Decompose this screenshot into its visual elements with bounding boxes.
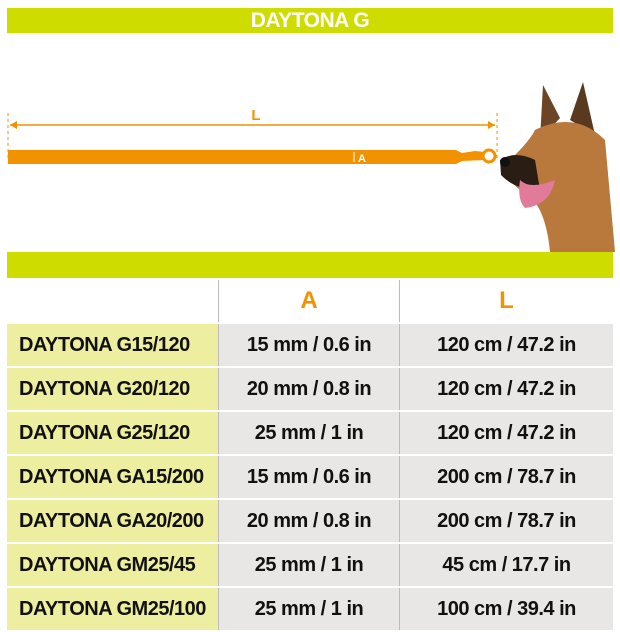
model-name: DAYTONA G25/120 (7, 412, 218, 454)
length-value: 200 cm / 78.7 in (399, 456, 613, 498)
table-row: DAYTONA GA20/200 20 mm / 0.8 in 200 cm / 7… (7, 500, 613, 542)
specs-table: A L DAYTONA G15/120 15 mm / 0.6 in 120 cm … (7, 278, 613, 632)
width-value: 20 mm / 0.8 in (218, 500, 399, 542)
model-name: DAYTONA GM25/100 (7, 588, 218, 630)
table-header-row: A L (7, 280, 613, 322)
width-label: A (358, 153, 366, 165)
table-row: DAYTONA GM25/45 25 mm / 1 in 45 cm / 17.7 … (7, 544, 613, 586)
width-value: 20 mm / 0.8 in (218, 368, 399, 410)
table-row: DAYTONA G20/120 20 mm / 0.8 in 120 cm / 47… (7, 368, 613, 410)
table-row: DAYTONA GA15/200 15 mm / 0.6 in 200 cm / 7… (7, 456, 613, 498)
leash-diagram: L A (7, 107, 498, 165)
leash-strap (8, 150, 456, 164)
product-title: DAYTONA G (250, 9, 370, 32)
width-value: 15 mm / 0.6 in (218, 324, 399, 366)
model-name: DAYTONA GA20/200 (7, 500, 218, 542)
width-value: 25 mm / 1 in (218, 544, 399, 586)
length-value: 120 cm / 47.2 in (399, 412, 613, 454)
title-banner: DAYTONA G (7, 8, 613, 33)
table-row: DAYTONA G25/120 25 mm / 1 in 120 cm / 47.2… (7, 412, 613, 454)
length-value: 120 cm / 47.2 in (399, 324, 613, 366)
length-value: 120 cm / 47.2 in (399, 368, 613, 410)
leash-clip (456, 150, 485, 164)
table-row: DAYTONA G15/120 15 mm / 0.6 in 120 cm / 47… (7, 324, 613, 366)
width-value: 25 mm / 1 in (218, 412, 399, 454)
header-name (7, 280, 218, 322)
width-value: 25 mm / 1 in (218, 588, 399, 630)
header-a: A (218, 280, 399, 322)
header-l: L (399, 280, 613, 322)
dog-photo (500, 82, 615, 252)
width-value: 15 mm / 0.6 in (218, 456, 399, 498)
length-value: 200 cm / 78.7 in (399, 500, 613, 542)
model-name: DAYTONA G20/120 (7, 368, 218, 410)
length-label: L (251, 107, 260, 124)
length-value: 45 cm / 17.7 in (399, 544, 613, 586)
leash-ring (481, 148, 497, 164)
table-row: DAYTONA GM25/100 25 mm / 1 in 100 cm / 39.… (7, 588, 613, 630)
model-name: DAYTONA GA15/200 (7, 456, 218, 498)
model-name: DAYTONA G15/120 (7, 324, 218, 366)
length-value: 100 cm / 39.4 in (399, 588, 613, 630)
model-name: DAYTONA GM25/45 (7, 544, 218, 586)
table-banner (7, 252, 613, 278)
